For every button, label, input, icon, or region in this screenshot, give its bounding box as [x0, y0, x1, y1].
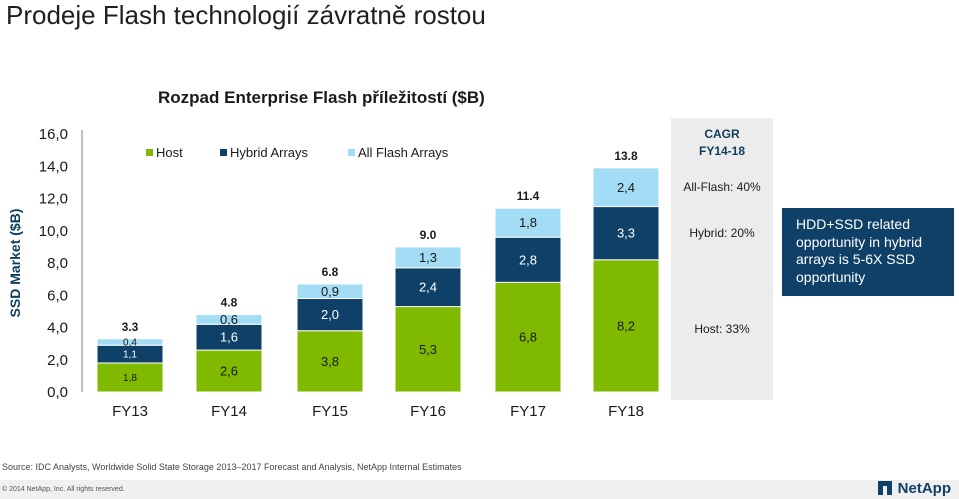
footer-bar — [0, 480, 959, 499]
data-label: 6,8 — [519, 330, 537, 345]
data-label: 2,8 — [519, 252, 537, 267]
data-label: 1,3 — [419, 250, 437, 265]
y-tick-label: 2,0 — [47, 352, 68, 369]
cagr-title-line2: FY14-18 — [698, 144, 746, 158]
bar-segment — [494, 281, 562, 393]
source-note: Source: IDC Analysts, Worldwide Solid St… — [2, 462, 462, 472]
data-label: 0,6 — [220, 312, 238, 327]
chart-subtitle: Rozpad Enterprise Flash příležitostí ($B… — [158, 88, 485, 107]
cagr-title-line1: CAGR — [704, 127, 740, 141]
data-label: 0,4 — [123, 338, 137, 349]
legend-label: Host — [156, 145, 183, 160]
data-label: 3,8 — [321, 354, 339, 369]
data-label: 0,9 — [321, 284, 339, 299]
y-tick-label: 4,0 — [47, 320, 68, 337]
bar-segment — [296, 297, 364, 332]
data-label: 1,8 — [123, 373, 137, 384]
data-label: 3,3 — [617, 226, 635, 241]
legend-swatch — [348, 149, 355, 156]
netapp-logo-text: NetApp — [897, 479, 951, 497]
y-tick-label: 6,0 — [47, 287, 68, 304]
x-tick-label: FY14 — [211, 403, 247, 420]
cagr-title: CAGR FY14-18 — [671, 126, 773, 160]
total-label: 4.8 — [221, 296, 238, 310]
legend-swatch — [220, 149, 227, 156]
copyright: © 2014 NetApp, Inc. All rights reserved. — [2, 486, 125, 493]
bar-segment — [394, 246, 462, 269]
y-tick-label: 10,0 — [39, 223, 68, 240]
bar-segment — [592, 206, 660, 261]
bar-segment — [296, 283, 364, 299]
total-label: 11.4 — [517, 189, 540, 203]
data-label: 8,2 — [617, 318, 635, 333]
bar-segment — [592, 259, 660, 393]
y-tick-label: 0,0 — [47, 384, 68, 401]
data-label: 2,0 — [321, 307, 339, 322]
data-label: 2,4 — [419, 280, 437, 295]
bar-segment — [195, 314, 263, 325]
y-tick-label: 16,0 — [39, 126, 68, 143]
cagr-panel: CAGR FY14-18 All-Flash: 40% Hybrid: 20% … — [671, 118, 773, 400]
data-label: 2,6 — [220, 364, 238, 379]
x-tick-label: FY13 — [112, 403, 148, 420]
bar-segment — [592, 167, 660, 208]
netapp-logo: NetApp — [876, 479, 951, 497]
total-label: 13.8 — [614, 149, 638, 163]
data-label: 2,4 — [617, 180, 635, 195]
bar-segment — [494, 236, 562, 283]
total-label: 6.8 — [322, 265, 339, 279]
bar-segment — [394, 306, 462, 393]
bar-segment — [195, 323, 263, 351]
total-label: 3.3 — [122, 320, 139, 334]
data-label: 1,1 — [123, 350, 137, 361]
cagr-hybrid: Hybrid: 20% — [689, 226, 755, 240]
data-label: 1,6 — [220, 330, 238, 345]
netapp-logo-icon — [876, 479, 894, 497]
bar-segment — [394, 267, 462, 308]
bar-segment — [195, 349, 263, 393]
data-label: 5,3 — [419, 342, 437, 357]
cagr-all-flash: All-Flash: 40% — [683, 180, 761, 194]
x-tick-label: FY16 — [410, 403, 446, 420]
y-tick-label: 8,0 — [47, 255, 68, 272]
y-axis-title: SSD Market ($B) — [7, 209, 23, 318]
legend-label: Hybrid Arrays — [230, 145, 309, 160]
data-label: 1,8 — [519, 215, 537, 230]
y-tick-label: 12,0 — [39, 191, 68, 208]
legend-swatch — [146, 149, 153, 156]
bar-segment — [494, 207, 562, 238]
x-tick-label: FY17 — [510, 403, 546, 420]
page-title: Prodeje Flash technologií závratně rosto… — [6, 0, 486, 30]
bar-segment — [296, 330, 364, 393]
y-tick-label: 14,0 — [39, 158, 68, 175]
cagr-host: Host: 33% — [694, 322, 750, 336]
hybrid-opportunity-callout: HDD+SSD related opportunity in hybrid ar… — [782, 208, 954, 296]
legend-label: All Flash Arrays — [358, 145, 449, 160]
x-tick-label: FY18 — [608, 403, 644, 420]
bar-segment — [96, 338, 164, 346]
x-tick-label: FY15 — [312, 403, 348, 420]
total-label: 9.0 — [420, 228, 437, 242]
